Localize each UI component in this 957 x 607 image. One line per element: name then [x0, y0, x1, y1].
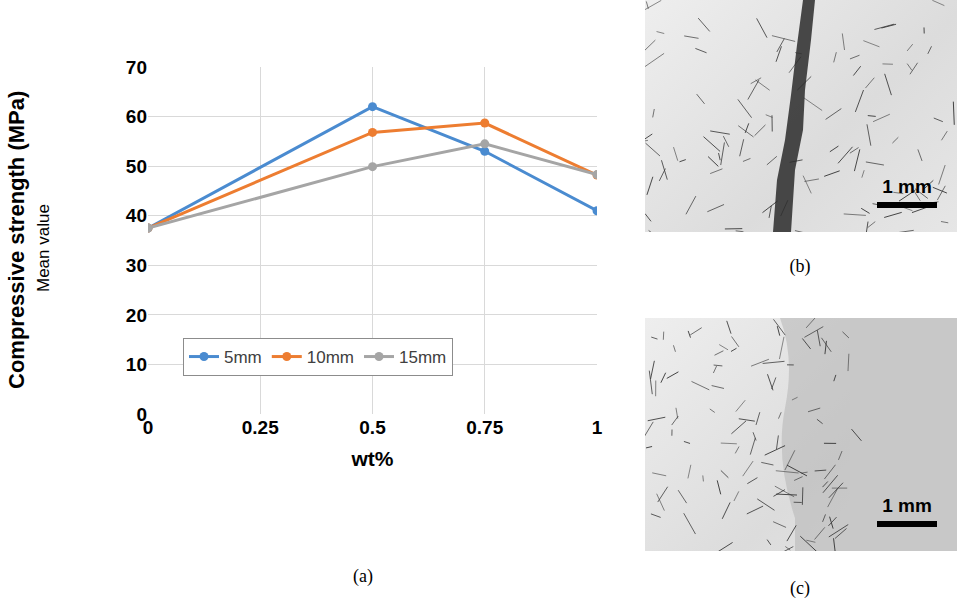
svg-text:1 mm: 1 mm — [882, 495, 932, 516]
svg-text:0.5: 0.5 — [359, 417, 386, 438]
svg-text:10mm: 10mm — [307, 348, 354, 367]
svg-text:0.75: 0.75 — [466, 417, 503, 438]
svg-text:0: 0 — [136, 404, 147, 425]
svg-text:40: 40 — [126, 205, 147, 226]
svg-text:60: 60 — [126, 106, 147, 127]
html-text:(a): (a) — [353, 566, 373, 586]
svg-text:30: 30 — [126, 255, 147, 276]
svg-text:5mm: 5mm — [224, 348, 262, 367]
svg-text:10: 10 — [126, 354, 147, 375]
svg-text:1: 1 — [592, 417, 603, 438]
svg-text:wt%: wt% — [351, 447, 394, 470]
svg-text:Compressive strength (MPa): Compressive strength (MPa) — [4, 91, 29, 389]
svg-text:20: 20 — [126, 305, 147, 326]
svg-text:15mm: 15mm — [399, 348, 446, 367]
svg-text:50: 50 — [126, 156, 147, 177]
svg-text:0: 0 — [143, 417, 154, 438]
html-text:(b): (b) — [789, 256, 811, 276]
html-text:(c): (c) — [790, 578, 810, 598]
svg-text:70: 70 — [126, 57, 147, 78]
svg-text:Mean value: Mean value — [34, 204, 53, 292]
svg-text:1 mm: 1 mm — [882, 176, 932, 197]
svg-text:0.25: 0.25 — [242, 417, 279, 438]
